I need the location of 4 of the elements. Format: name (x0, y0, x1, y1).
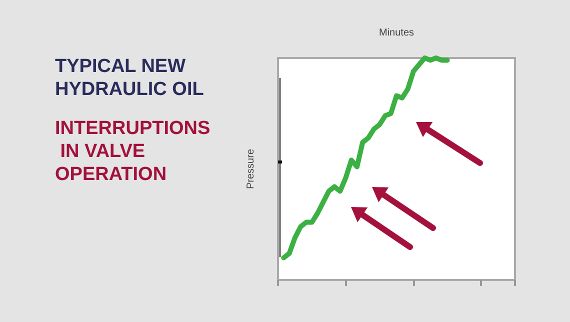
x-axis-title: Minutes (378, 28, 414, 38)
text: TYPICAL NEW HYDRAULIC OIL (55, 56, 204, 100)
text: INTERRUPTIONS IN VALVE OPERATION (55, 118, 210, 185)
y-axis-title: Pressure (246, 148, 256, 190)
